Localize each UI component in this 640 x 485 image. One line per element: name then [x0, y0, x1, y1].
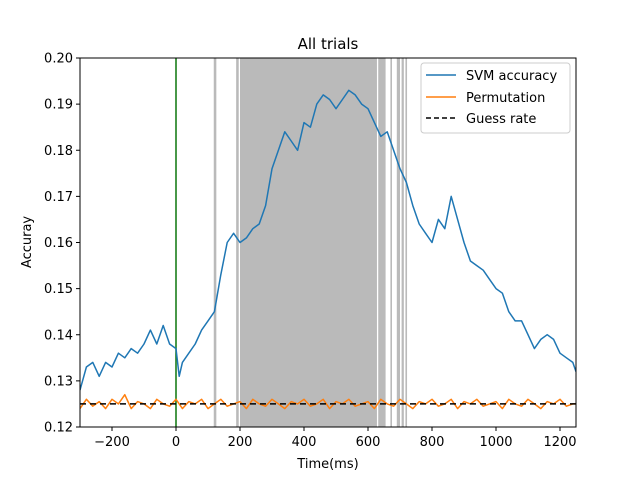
y-tick-label: 0.18: [44, 144, 73, 159]
x-tick-label: 600: [356, 435, 381, 450]
significance-band-4: [390, 58, 392, 427]
x-tick-label: 200: [228, 435, 253, 450]
legend: SVM accuracy Permutation Guess rate: [420, 62, 571, 134]
x-tick-label: −200: [94, 435, 130, 450]
x-tick-label: 1200: [543, 435, 576, 450]
y-tick-label: 0.20: [44, 52, 73, 67]
y-tick-label: 0.15: [44, 282, 73, 297]
significance-band-3: [378, 58, 386, 427]
y-tick-label: 0.16: [44, 236, 73, 251]
x-tick-label: 800: [420, 435, 445, 450]
legend-label-permutation: Permutation: [466, 91, 545, 106]
x-tick-label: 400: [292, 435, 317, 450]
y-axis-ticks: 0.12 0.13 0.14 0.15 0.16 0.17 0.18 0.19 0.20: [44, 52, 80, 436]
significance-band-7: [405, 58, 408, 427]
significance-band-2: [240, 58, 377, 427]
x-tick-label: 1000: [479, 435, 512, 450]
legend-box: [420, 62, 571, 134]
chart-title: All trials: [298, 35, 359, 53]
y-tick-label: 0.12: [44, 421, 73, 436]
significance-band-0: [213, 58, 217, 427]
x-axis-ticks: −200 0 200 400 600 800 1000 1200: [94, 427, 577, 450]
y-tick-label: 0.14: [44, 328, 73, 343]
y-axis-label: Accuray: [20, 216, 35, 269]
x-axis-label: Time(ms): [296, 457, 358, 472]
significance-band-5: [396, 58, 400, 427]
plot-area: [80, 58, 576, 427]
significance-band-6: [401, 58, 404, 427]
y-tick-label: 0.17: [44, 190, 73, 205]
y-tick-label: 0.19: [44, 98, 73, 113]
significance-shading: [213, 58, 408, 427]
y-tick-label: 0.13: [44, 374, 73, 389]
x-tick-label: 0: [172, 435, 180, 450]
legend-label-guess-rate: Guess rate: [466, 112, 536, 127]
legend-label-svm-accuracy: SVM accuracy: [466, 69, 557, 84]
series-line-svm-accuracy: [80, 89, 576, 391]
series-layer: [80, 89, 576, 410]
significance-band-1: [236, 58, 239, 427]
